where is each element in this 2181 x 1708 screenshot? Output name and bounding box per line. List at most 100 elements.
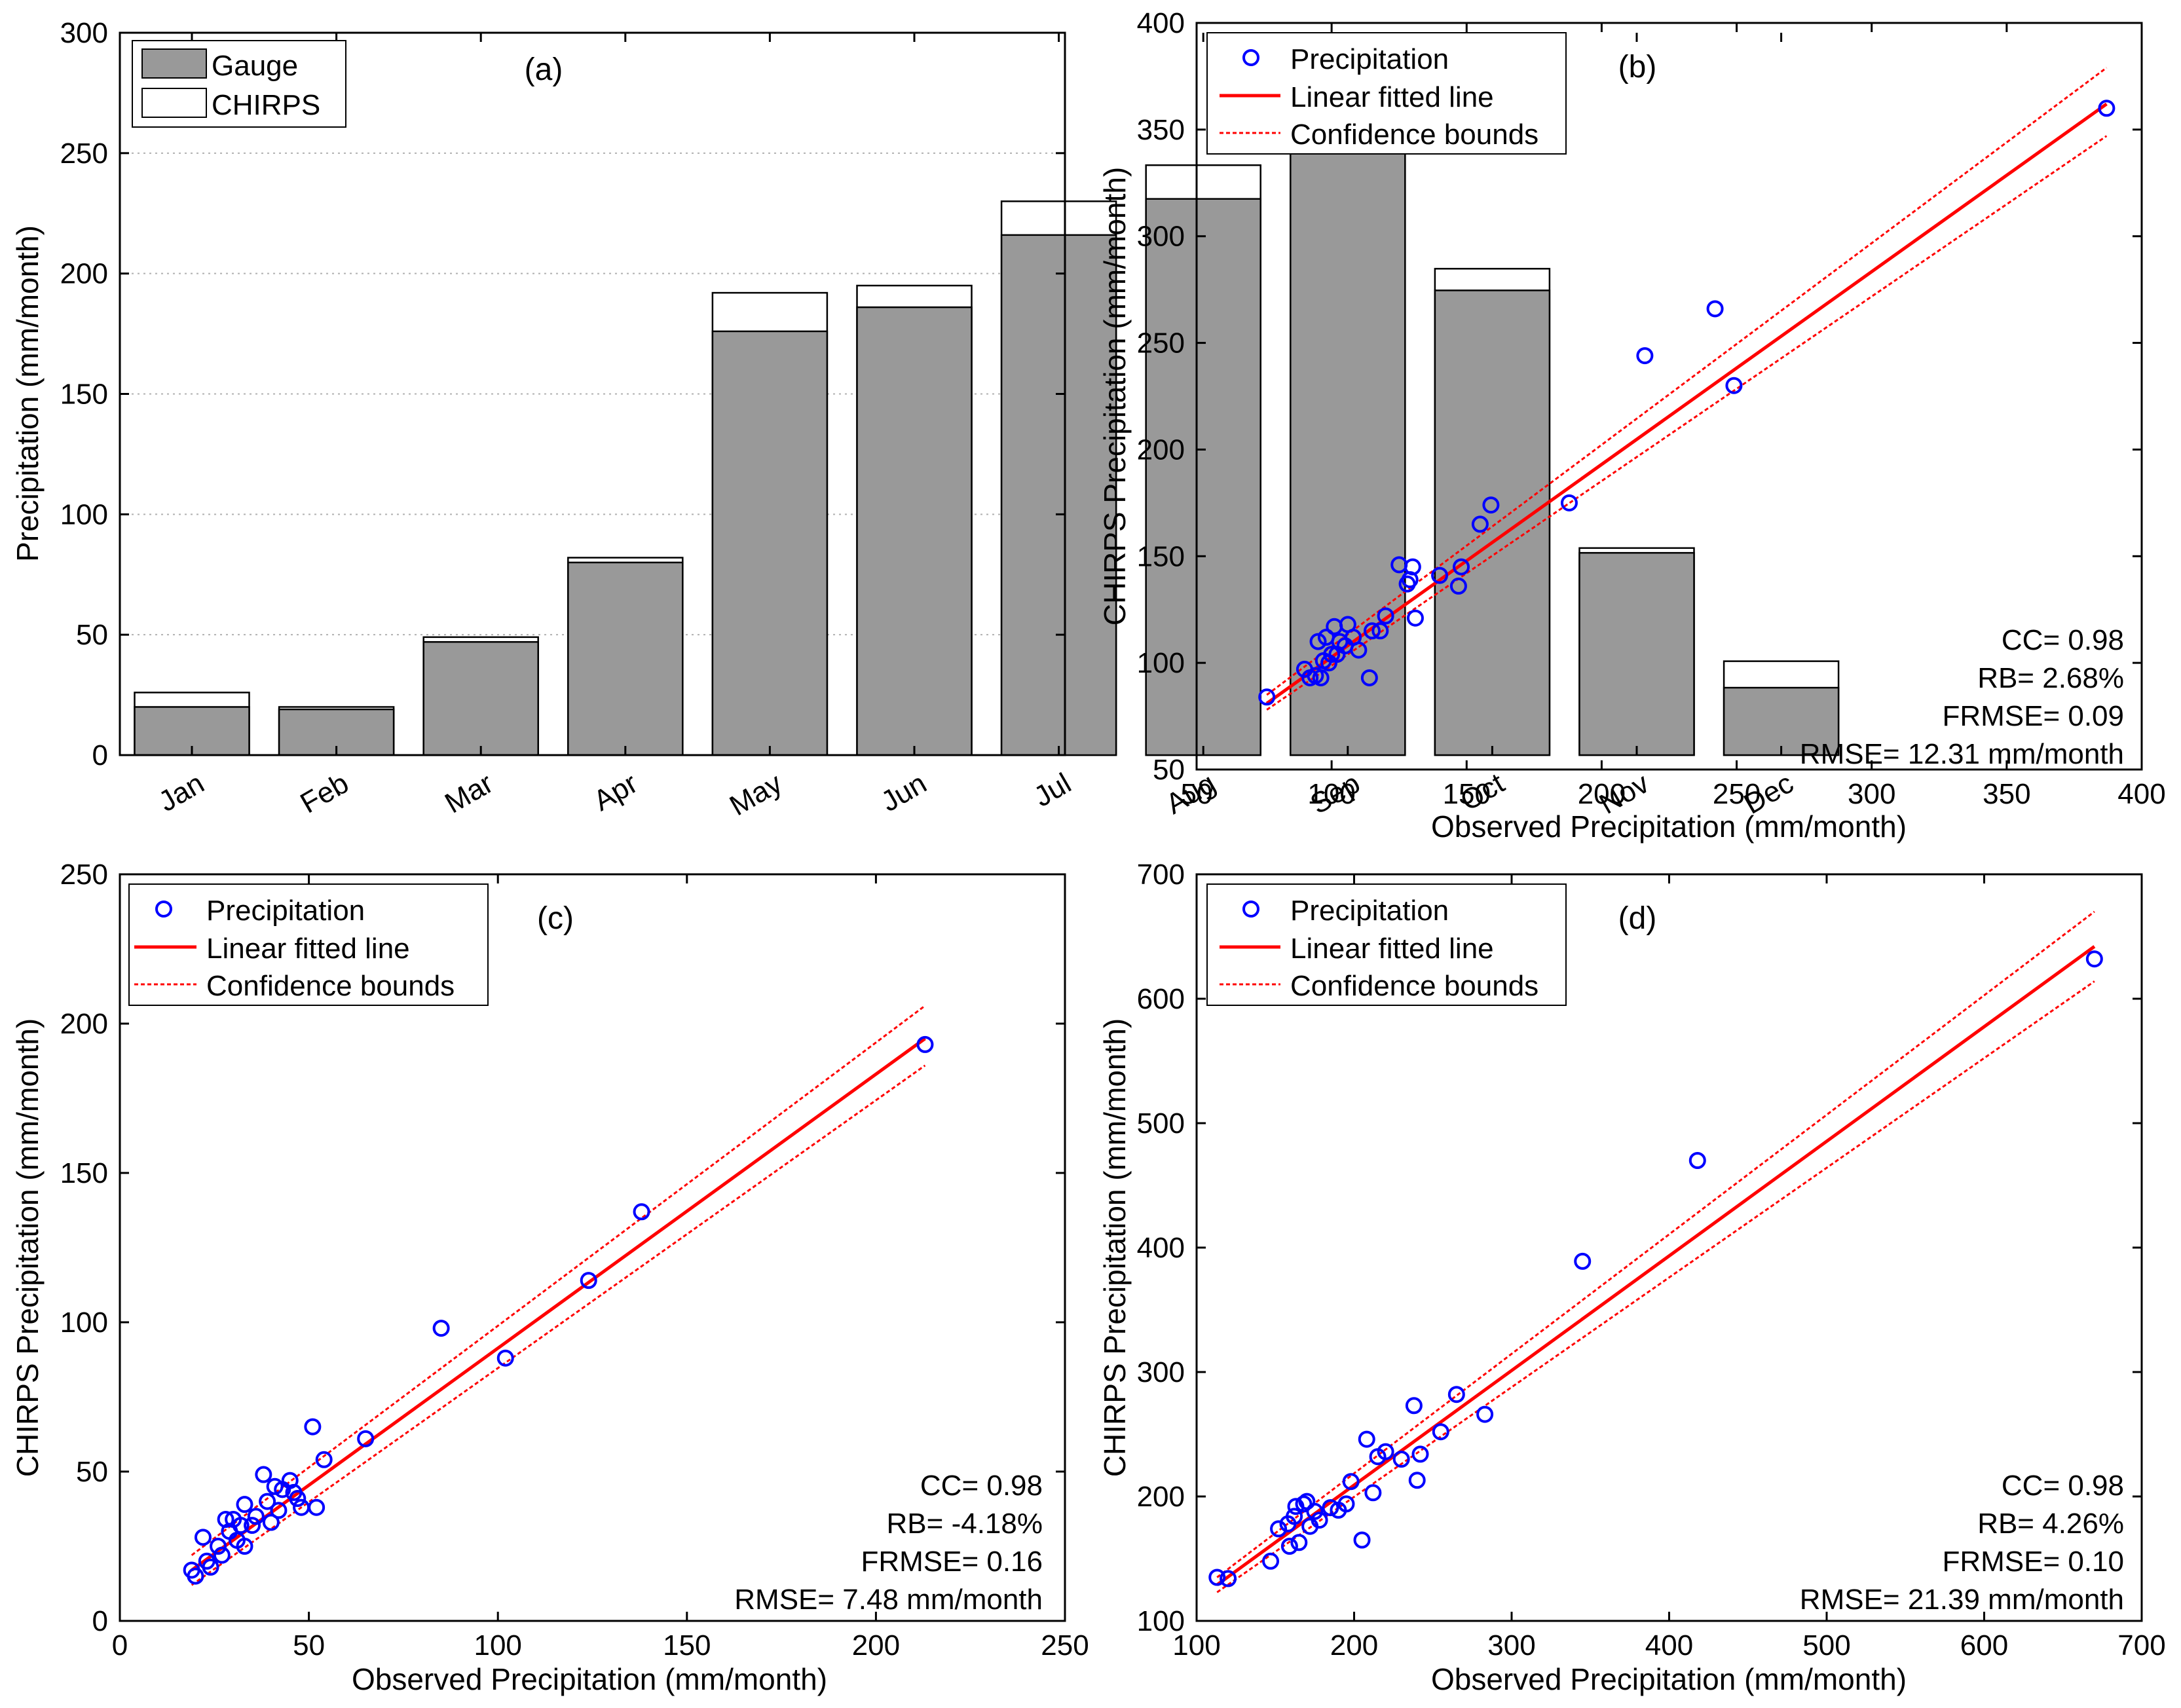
- stat-rb: RB= 2.68%: [1977, 662, 2124, 694]
- panel-d-point: [1405, 1397, 1423, 1415]
- panel-d-ytick-label: 300: [1137, 1356, 1185, 1388]
- panel-b-stats: CC= 0.98 RB= 2.68% FRMSE= 0.09 RMSE= 12.…: [1800, 624, 2124, 770]
- panel-c-ytick-label: 200: [60, 1008, 108, 1040]
- panel-a-ytick-label: 50: [76, 619, 108, 651]
- legend-label-fit: Linear fitted line: [1290, 933, 1494, 965]
- panel-b-ytick-label: 200: [1137, 434, 1185, 466]
- panel-d-confidence-lower: [1216, 980, 2095, 1593]
- legend-label-fit: Linear fitted line: [1290, 81, 1494, 113]
- bar-gauge-mar: [422, 640, 539, 756]
- panel-d-xtick-label: 400: [1645, 1629, 1693, 1662]
- legend-label-gauge: Gauge: [212, 50, 298, 82]
- panel-d-point: [1306, 1502, 1324, 1520]
- panel-d-label: (d): [1618, 901, 1657, 936]
- panel-b-point: [1360, 669, 1378, 686]
- panel-d-point: [1262, 1552, 1280, 1570]
- panel-d-point: [1280, 1538, 1298, 1555]
- panel-a-ytick-label: 200: [60, 258, 108, 290]
- panel-d-point: [1432, 1423, 1449, 1441]
- panel-d-point: [1270, 1520, 1288, 1538]
- stat-cc: CC= 0.98: [2002, 624, 2124, 656]
- panel-d-fit-line: [1216, 945, 2096, 1586]
- panel-b-ylabel: CHIRPS Precipitation (mm/month): [1098, 167, 1132, 625]
- panel-c-point: [232, 1517, 250, 1534]
- panel-b-xtick-label: 350: [1983, 778, 2030, 810]
- panel-c-point: [255, 1466, 272, 1483]
- stat-rmse: RMSE= 7.48 mm/month: [734, 1584, 1043, 1616]
- bar-gauge-sep: [1290, 113, 1406, 756]
- panel-a-ylabel: Precipitation (mm/month): [10, 225, 45, 562]
- panel-a-ytick-label: 150: [60, 379, 108, 411]
- panel-d-ytick-label: 100: [1137, 1605, 1185, 1637]
- panel-d-point: [1358, 1430, 1375, 1448]
- legend-label-precipitation: Precipitation: [206, 895, 365, 927]
- panel-c-xtick-label: 250: [1041, 1629, 1089, 1662]
- panel-c-point: [236, 1496, 253, 1513]
- panel-b-confidence-lower: [1266, 135, 2108, 711]
- panel-c-point: [262, 1513, 280, 1531]
- panel-d-point: [1408, 1472, 1426, 1489]
- bar-gauge-apr: [567, 561, 684, 756]
- panel-c-label: (c): [537, 901, 574, 936]
- panel-d-point: [1392, 1451, 1410, 1468]
- panel-d-xtick-label: 600: [1960, 1629, 2008, 1662]
- stat-cc: CC= 0.98: [2002, 1470, 2124, 1502]
- legend-label-chirps: CHIRPS: [212, 89, 320, 121]
- legend-marker-precipitation: [1242, 49, 1259, 66]
- panel-c-point: [308, 1498, 326, 1516]
- panel-b-xtick-label: 250: [1713, 778, 1761, 810]
- panel-b-point: [1309, 633, 1327, 650]
- panel-b-xtick-label: 50: [1181, 778, 1213, 810]
- panel-b-ytick-label: 150: [1137, 540, 1185, 572]
- panel-b-point: [1431, 566, 1449, 584]
- panel-d-ytick-label: 400: [1137, 1232, 1185, 1264]
- panel-c-legend: Precipitation Linear fitted line Confide…: [128, 883, 489, 1006]
- panel-b-xlabel: Observed Precipitation (mm/month): [1431, 809, 1907, 844]
- panel-c-point: [289, 1490, 307, 1508]
- stat-rmse: RMSE= 12.31 mm/month: [1800, 738, 2124, 770]
- panel-d-stats: CC= 0.98 RB= 4.26% FRMSE= 0.10 RMSE= 21.…: [1800, 1470, 2124, 1616]
- legend-label-confidence: Confidence bounds: [1290, 119, 1538, 151]
- panel-b-point: [1350, 641, 1368, 659]
- panel-b-ytick-label: 300: [1137, 221, 1185, 253]
- panel-c-frame: [119, 873, 1066, 1622]
- panel-a-ytick-label: 100: [60, 498, 108, 530]
- panel-b-point: [1406, 609, 1424, 627]
- stat-frmse: FRMSE= 0.16: [861, 1546, 1043, 1578]
- panel-c-xtick-label: 50: [293, 1629, 325, 1662]
- panel-d-point: [1220, 1570, 1237, 1587]
- legend-label-fit: Linear fitted line: [206, 933, 410, 965]
- panel-c-ytick-label: 250: [60, 859, 108, 891]
- panel-b-ytick-label: 250: [1137, 327, 1185, 360]
- panel-c-point: [916, 1035, 934, 1053]
- panel-d-point: [1286, 1508, 1303, 1525]
- panel-a-ytick-label: 300: [60, 17, 108, 49]
- panel-c-point: [304, 1418, 322, 1436]
- panel-d-ytick-label: 500: [1137, 1107, 1185, 1140]
- stat-rb: RB= -4.18%: [887, 1508, 1043, 1540]
- panel-c-point: [633, 1203, 650, 1221]
- panel-c-xlabel: Observed Precipitation (mm/month): [352, 1662, 827, 1696]
- panel-c-ytick-label: 50: [76, 1456, 108, 1488]
- panel-b-scatter: 50 100 150 200 250 300 350 400 50 100 150 200 250 30…: [1098, 7, 2166, 844]
- panel-c-ytick-label: 0: [92, 1605, 108, 1637]
- panel-b-xtick-label: 400: [2117, 778, 2165, 810]
- bar-gauge-jul: [1000, 234, 1117, 756]
- panel-d-point: [1353, 1531, 1371, 1549]
- panel-d-point: [1208, 1569, 1226, 1586]
- panel-c-point: [187, 1567, 204, 1585]
- panel-d-point: [1447, 1386, 1465, 1403]
- stat-rmse: RMSE= 21.39 mm/month: [1800, 1584, 2124, 1616]
- panel-c-point: [496, 1349, 514, 1367]
- panel-d-xtick-label: 700: [2117, 1629, 2165, 1662]
- legend-label-precipitation: Precipitation: [1290, 895, 1449, 927]
- panel-b-point: [2098, 100, 2116, 117]
- panel-b-xtick-label: 100: [1307, 778, 1355, 810]
- panel-c-xtick-label: 150: [663, 1629, 711, 1662]
- panel-d-point: [1290, 1534, 1308, 1551]
- legend-label-confidence: Confidence bounds: [1290, 970, 1538, 1002]
- panel-b-point: [1312, 669, 1330, 686]
- panel-b-legend: Precipitation Linear fitted line Confide…: [1206, 32, 1567, 155]
- panel-c-xtick-label: 200: [852, 1629, 900, 1662]
